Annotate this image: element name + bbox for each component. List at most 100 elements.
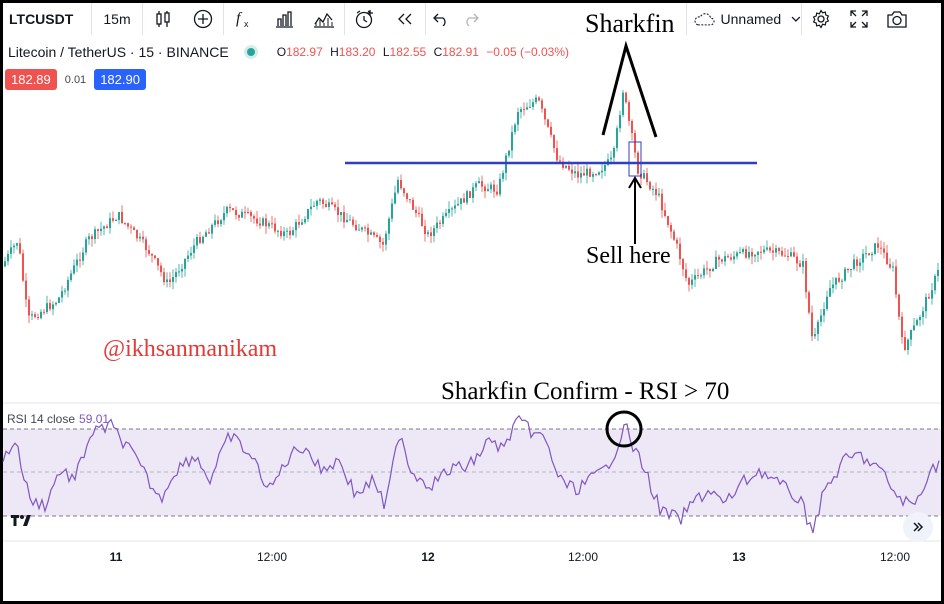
candle-body — [232, 208, 234, 210]
candle-body — [235, 209, 237, 216]
tradingview-logo[interactable] — [10, 513, 34, 531]
fullscreen-icon — [850, 10, 868, 28]
candle-body — [901, 316, 903, 338]
chart-type-button[interactable] — [143, 3, 183, 35]
rsi-confirm-label: Sharkfin Confirm - RSI > 70 — [441, 378, 730, 405]
candle-body — [487, 189, 489, 192]
candle-body — [205, 232, 207, 237]
candle-body — [178, 271, 180, 273]
financials-button[interactable] — [264, 3, 304, 35]
rsi-value: 59.01 — [79, 412, 110, 426]
candle-body — [784, 255, 786, 257]
candle-body — [358, 229, 360, 231]
fullscreen-button[interactable] — [840, 3, 878, 35]
layout-name-button[interactable]: Unnamed — [687, 3, 801, 35]
candle-body — [580, 173, 582, 178]
candle-body — [280, 230, 282, 237]
candle-body — [538, 97, 540, 101]
snapshot-button[interactable] — [878, 3, 916, 35]
sell-here-label: Sell here — [586, 243, 671, 269]
candles-icon — [156, 11, 170, 27]
candle-body — [184, 258, 186, 269]
candle-body — [706, 268, 708, 270]
candle-body — [868, 253, 870, 256]
series-title[interactable]: Litecoin / TetherUS · 15 · BINANCE — [8, 44, 229, 60]
candle-body — [835, 277, 837, 285]
candle-body — [31, 314, 33, 316]
buy-button[interactable]: 182.90 — [94, 69, 146, 90]
candle-body — [241, 211, 243, 218]
candle-body — [532, 102, 534, 107]
candle-body — [181, 268, 183, 272]
candle-body — [508, 150, 510, 156]
sharkfin-arrow — [601, 40, 658, 138]
replay-button[interactable] — [385, 3, 425, 35]
redo-button[interactable] — [456, 3, 486, 35]
candle-body — [439, 222, 441, 224]
candle-body — [925, 297, 927, 312]
candle-body — [757, 251, 759, 255]
candle-body — [832, 284, 834, 289]
candle-body — [460, 198, 462, 204]
candle-body — [466, 191, 468, 203]
symbol-search-button[interactable]: LTCUSDT — [9, 11, 74, 27]
candle-body — [685, 269, 687, 279]
candle-body — [328, 202, 330, 207]
candle-body — [208, 232, 210, 234]
candle-body — [454, 205, 456, 209]
candle-body — [46, 303, 48, 313]
time-label: 11 — [109, 550, 123, 564]
candle-body — [490, 184, 492, 190]
candle-body — [463, 198, 465, 203]
cloud-icon — [694, 13, 715, 26]
alert-button[interactable] — [345, 3, 385, 35]
candle-body — [913, 325, 915, 331]
templates-button[interactable] — [304, 3, 344, 35]
candle-body — [52, 304, 54, 310]
compare-button[interactable] — [183, 3, 223, 35]
candle-body — [262, 218, 264, 226]
sell-button[interactable]: 182.89 — [5, 69, 57, 90]
candle-body — [127, 223, 129, 227]
candle-body — [334, 204, 336, 208]
candle-body — [337, 207, 339, 216]
settings-button[interactable] — [802, 3, 840, 35]
candle-body — [166, 279, 168, 283]
candle-body — [58, 297, 60, 303]
candle-body — [790, 252, 792, 257]
rsi-confirm-circle — [605, 410, 643, 448]
candle-body — [820, 315, 822, 322]
candle-body — [676, 239, 678, 244]
toolbar-divider — [91, 3, 92, 35]
candle-body — [838, 277, 840, 282]
rsi-legend[interactable]: RSI 14 close 59.01 — [7, 412, 109, 426]
candle-body — [451, 208, 453, 210]
candle-body — [238, 215, 240, 218]
candle-body — [814, 334, 816, 337]
candle-body — [751, 252, 753, 257]
time-label: 13 — [732, 550, 746, 564]
candle-body — [895, 266, 897, 295]
candle-body — [361, 227, 363, 230]
candle-body — [16, 243, 18, 246]
candle-body — [397, 179, 399, 193]
undo-button[interactable] — [426, 3, 456, 35]
interval-button[interactable]: 15m — [103, 11, 131, 27]
candle-body — [376, 235, 378, 237]
toolbar-divider — [425, 3, 426, 35]
candle-body — [547, 119, 549, 127]
market-status-indicator[interactable] — [246, 48, 255, 56]
candle-body — [874, 243, 876, 254]
candle-body — [427, 232, 429, 235]
candle-body — [199, 237, 201, 243]
scroll-to-realtime-button[interactable] — [903, 512, 933, 542]
candle-body — [817, 321, 819, 335]
candle-body — [517, 112, 519, 125]
candle-body — [553, 134, 555, 149]
candle-body — [148, 250, 150, 254]
candle-body — [493, 184, 495, 192]
candle-body — [670, 225, 672, 232]
